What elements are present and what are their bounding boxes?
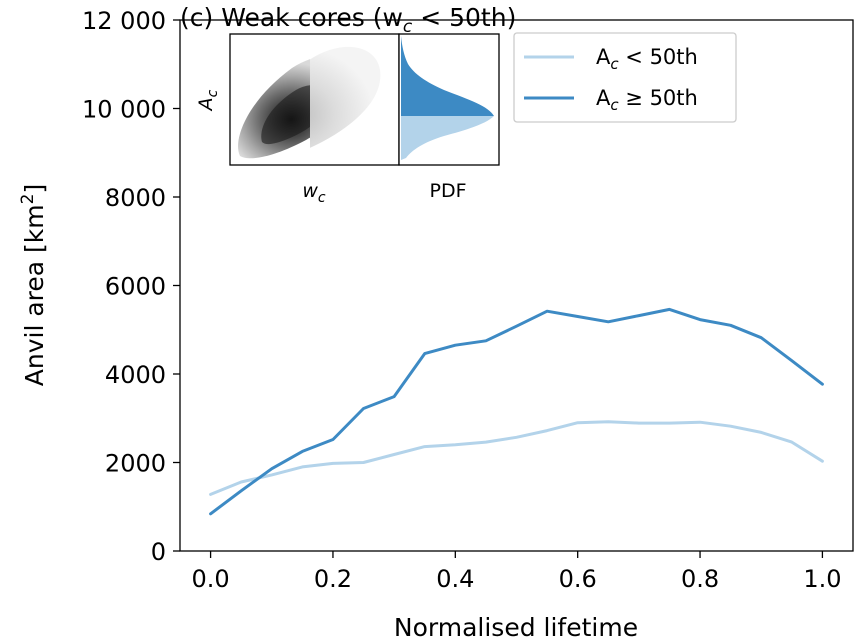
- title-subscript: c: [403, 17, 413, 37]
- chart-title: (c) Weak cores (wc < 50th): [180, 3, 516, 37]
- legend-label-weak: Ac < 50th: [596, 45, 698, 73]
- y-tick-label: 2000: [105, 450, 166, 478]
- legend-label-weak-subscript: c: [610, 55, 619, 73]
- pdf-upper: [401, 36, 494, 116]
- legend-label-weak-tail: < 50th: [619, 45, 698, 69]
- x-axis: 0.0 0.2 0.4 0.6 0.8 1.0: [192, 551, 841, 593]
- x-tick-label: 0.0: [192, 565, 230, 593]
- x-tick-label: 0.8: [681, 565, 719, 593]
- y-axis-label-main: Anvil area [km: [20, 204, 49, 386]
- title-tail: < 50th): [412, 3, 516, 32]
- inset-y-label-subscript: c: [205, 89, 221, 97]
- inset-marginal-pdf: [398, 33, 500, 166]
- y-tick-label: 0: [151, 538, 166, 566]
- y-axis-label-tail: ]: [20, 184, 49, 194]
- series-line-weak: [209, 420, 824, 496]
- y-tick-label: 4000: [105, 361, 166, 389]
- y-tick-label: 12 000: [82, 7, 166, 35]
- inset-y-label-main: A: [195, 97, 217, 112]
- inset-y-label: Ac: [195, 89, 221, 112]
- legend-frame: [513, 32, 737, 123]
- y-tick-label: 6000: [105, 273, 166, 301]
- y-tick-label: 10 000: [82, 96, 166, 124]
- inset-joint-density: [229, 33, 400, 166]
- kde-contours-strong: [310, 46, 381, 148]
- x-axis-label: Normalised lifetime: [394, 613, 638, 642]
- legend-label-strong: Ac ≥ 50th: [596, 86, 698, 114]
- y-axis-label-superscript: 2: [18, 194, 38, 205]
- y-axis: 0 2000 4000 6000 8000 10 000 12 000: [82, 7, 180, 566]
- series-line-strong: [209, 307, 824, 516]
- series-layer: [209, 307, 824, 516]
- x-tick-label: 0.6: [559, 565, 597, 593]
- legend-label-strong-tail: ≥ 50th: [619, 86, 698, 110]
- y-tick-label: 8000: [105, 184, 166, 212]
- legend: Ac < 50th Ac ≥ 50th: [513, 32, 737, 123]
- inset-x-label-left: wc: [302, 180, 326, 206]
- title-main: (c) Weak cores (w: [180, 3, 403, 32]
- inset-x-label-main: w: [302, 180, 318, 202]
- legend-label-strong-subscript: c: [610, 96, 619, 114]
- x-tick-label: 0.2: [314, 565, 352, 593]
- inset-x-label-subscript: c: [318, 190, 326, 206]
- pdf-lower: [401, 116, 494, 160]
- x-tick-label: 0.4: [436, 565, 474, 593]
- legend-label-strong-main: A: [596, 86, 611, 110]
- y-axis-label: Anvil area [km2]: [18, 184, 49, 386]
- x-tick-label: 1.0: [803, 565, 841, 593]
- legend-label-weak-main: A: [596, 45, 611, 69]
- inset-x-label-right: PDF: [429, 180, 466, 202]
